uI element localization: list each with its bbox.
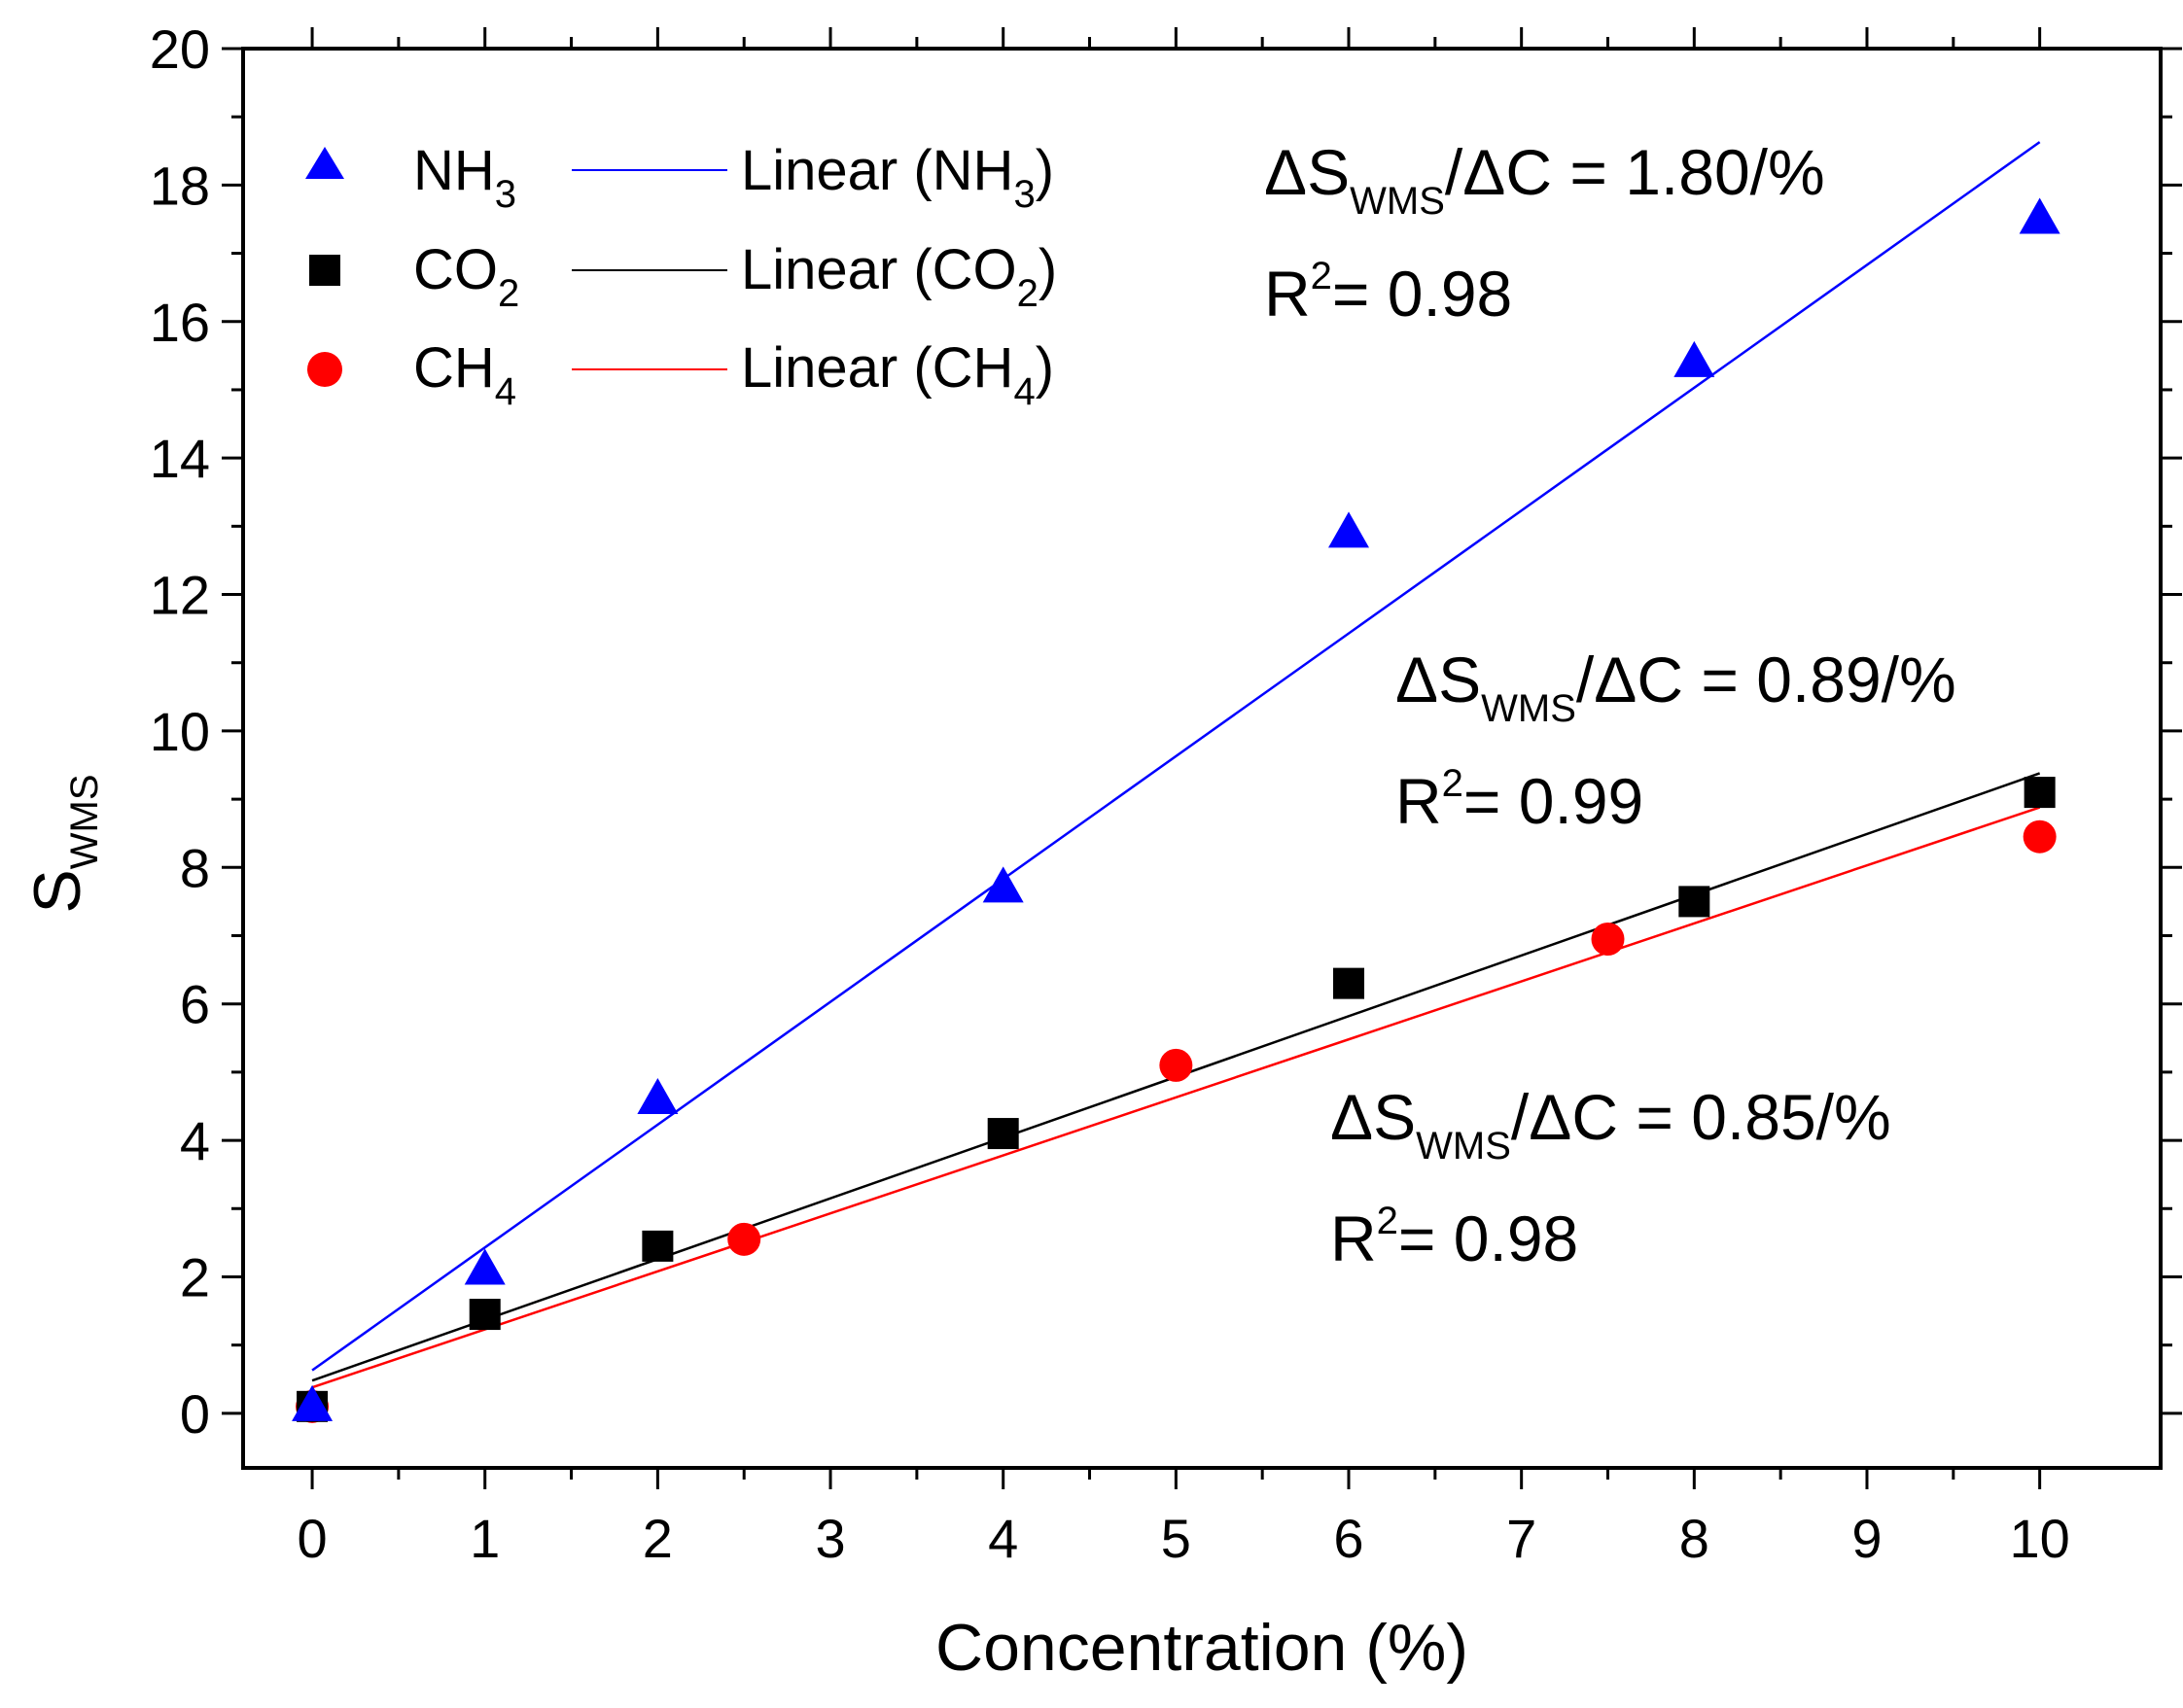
- y-tick-label: 6: [180, 974, 210, 1035]
- y-tick-label: 8: [180, 837, 210, 898]
- x-tick-label: 1: [470, 1508, 500, 1569]
- y-tick-label: 20: [150, 18, 210, 80]
- legend-label-ch4: CH4: [413, 336, 516, 413]
- x-tick-label: 2: [643, 1508, 673, 1569]
- y-tick-label: 10: [150, 701, 210, 762]
- x-tick-label: 5: [1161, 1508, 1191, 1569]
- legend-marker-co2: [309, 255, 340, 286]
- y-tick-label: 16: [150, 292, 210, 353]
- data-point-ch4: [1591, 923, 1625, 957]
- x-tick-label: 4: [988, 1508, 1018, 1569]
- annotation-nh3-r2: R2= 0.98: [1264, 255, 1512, 330]
- legend-fit-label-co2: Linear (CO2): [741, 238, 1057, 315]
- data-point-co2: [987, 1118, 1019, 1150]
- annotation-ch4-slope: ΔSWMS/ΔC = 0.85/%: [1330, 1081, 1891, 1168]
- annotation-ch4: ΔSWMS/ΔC = 0.85/% R2= 0.98: [1330, 1081, 1891, 1274]
- y-tick-label: 0: [180, 1383, 210, 1445]
- legend-entry-co2: CO2 Linear (CO2): [309, 238, 1057, 315]
- legend-fit-label-ch4: Linear (CH4): [741, 336, 1054, 413]
- data-point-ch4: [727, 1222, 761, 1256]
- data-point-ch4: [2023, 819, 2057, 854]
- annotation-ch4-r2: R2= 0.98: [1330, 1200, 1578, 1274]
- annotation-nh3-slope: ΔSWMS/ΔC = 1.80/%: [1264, 136, 1825, 223]
- legend-fit-label-nh3: Linear (NH3): [741, 139, 1054, 216]
- y-tick-label: 18: [150, 155, 210, 216]
- fit-lines: [311, 141, 2041, 1389]
- data-point-co2: [642, 1230, 674, 1262]
- legend-label-nh3: NH3: [413, 139, 516, 216]
- y-tick-label: 2: [180, 1246, 210, 1307]
- data-point-co2: [2024, 777, 2056, 809]
- fit-line-nh3: [311, 141, 2041, 1372]
- x-tick-label: 10: [2009, 1508, 2069, 1569]
- y-tick-label: 4: [180, 1110, 210, 1171]
- legend-marker-ch4: [307, 352, 342, 387]
- legend-marker-nh3: [305, 147, 344, 179]
- plot-frame: [241, 47, 2163, 1470]
- data-point-nh3: [292, 1384, 334, 1421]
- x-tick-label: 7: [1506, 1508, 1536, 1569]
- y-axis-title-sub: WMS: [63, 774, 106, 869]
- x-tick-label: 9: [1851, 1508, 1882, 1569]
- data-point-co2: [469, 1299, 501, 1331]
- annotation-nh3: ΔSWMS/ΔC = 1.80/% R2= 0.98: [1264, 136, 1825, 330]
- fit-line-ch4: [311, 806, 2041, 1389]
- data-point-co2: [1678, 886, 1710, 918]
- x-axis-title: Concentration (%): [935, 1611, 1468, 1685]
- annotation-co2-slope: ΔSWMS/ΔC = 0.89/%: [1395, 644, 1956, 730]
- data-point-co2: [1333, 967, 1365, 999]
- x-tick-label: 8: [1679, 1508, 1709, 1569]
- data-point-nh3: [982, 866, 1024, 903]
- data-points: [292, 197, 2060, 1423]
- y-tick-label: 14: [150, 428, 210, 489]
- y-axis-title-main: S: [20, 869, 94, 913]
- y-axis-title: SWMS: [20, 774, 106, 913]
- axis-ticks: [222, 27, 2182, 1489]
- data-point-nh3: [1673, 340, 1715, 377]
- x-tick-label: 0: [297, 1508, 327, 1569]
- annotation-co2: ΔSWMS/ΔC = 0.89/% R2= 0.99: [1395, 644, 1956, 837]
- data-point-nh3: [1328, 511, 1370, 548]
- legend-entry-ch4: CH4 Linear (CH4): [307, 336, 1054, 413]
- data-point-nh3: [2019, 197, 2060, 234]
- x-tick-label: 6: [1333, 1508, 1363, 1569]
- legend-label-co2: CO2: [413, 238, 519, 315]
- data-point-ch4: [1159, 1048, 1193, 1082]
- x-tick-label: 3: [815, 1508, 845, 1569]
- y-tick-label: 12: [150, 565, 210, 626]
- data-point-nh3: [464, 1248, 506, 1285]
- data-point-nh3: [637, 1077, 679, 1114]
- legend-entry-nh3: NH3 Linear (NH3): [305, 139, 1054, 216]
- annotation-co2-r2: R2= 0.99: [1395, 762, 1643, 837]
- svg-text:SWMS: SWMS: [20, 774, 106, 913]
- legend: NH3 Linear (NH3) CO2 Linear (CO2) CH4 Li…: [305, 139, 1057, 413]
